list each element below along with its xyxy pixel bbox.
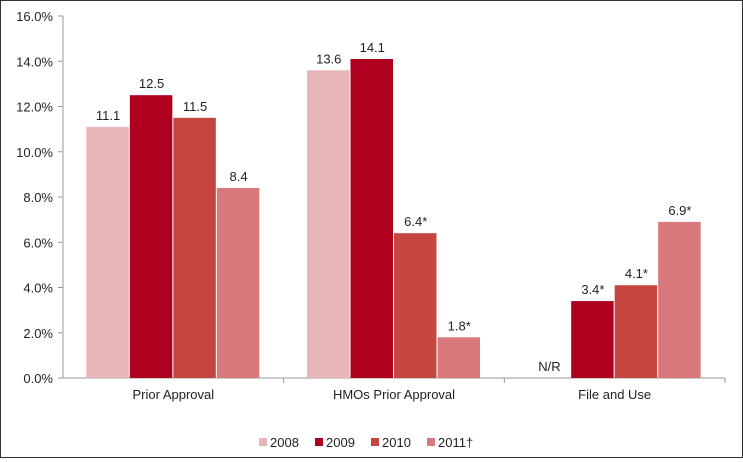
bar-2009-2 <box>571 301 614 378</box>
x-tick-label: HMOs Prior Approval <box>333 387 455 402</box>
data-label: 3.4* <box>581 282 604 297</box>
bar-2011-0 <box>216 187 260 378</box>
x-tick-label: Prior Approval <box>133 387 215 402</box>
y-tick-label: 0.0% <box>23 371 53 386</box>
y-tick-label: 14.0% <box>16 54 53 69</box>
data-label: 8.4 <box>230 169 248 184</box>
y-tick-label: 12.0% <box>16 100 53 115</box>
data-label: 6.9* <box>668 203 691 218</box>
y-tick-label: 2.0% <box>23 326 53 341</box>
data-label: 4.1* <box>625 266 648 281</box>
data-label: N/R <box>538 359 560 374</box>
legend-label: 2008 <box>270 435 299 450</box>
legend-swatch-2 <box>371 438 379 446</box>
bar-2010-2 <box>614 285 658 378</box>
legend-label: 2010 <box>382 435 411 450</box>
data-label: 12.5 <box>139 76 164 91</box>
y-tick-label: 6.0% <box>23 235 53 250</box>
bar-2010-0 <box>173 117 216 378</box>
bar-2009-0 <box>129 95 173 378</box>
data-label: 11.1 <box>96 108 120 123</box>
y-tick-label: 4.0% <box>23 281 53 296</box>
y-tick-label: 10.0% <box>16 145 53 160</box>
data-label: 6.4* <box>404 214 427 229</box>
x-tick-label: File and Use <box>578 387 651 402</box>
bar-2008-0 <box>86 126 129 378</box>
data-label: 13.6 <box>316 51 341 66</box>
bar-2011-2 <box>658 221 701 378</box>
bar-2010-1 <box>394 233 437 378</box>
legend-swatch-3 <box>427 438 435 446</box>
y-tick-label: 16.0% <box>16 9 53 24</box>
bar-2009-1 <box>350 58 393 379</box>
legend-label: 2011† <box>438 435 473 450</box>
y-tick-label: 8.0% <box>23 190 53 205</box>
legend-label: 2009 <box>326 435 355 450</box>
bar-2008-1 <box>307 70 350 379</box>
data-label: 11.5 <box>183 99 207 114</box>
legend-swatch-0 <box>259 438 267 446</box>
bar-2011-1 <box>437 337 480 378</box>
data-label: 14.1 <box>360 40 385 55</box>
data-label: 1.8* <box>448 318 471 333</box>
legend-swatch-1 <box>315 438 323 446</box>
